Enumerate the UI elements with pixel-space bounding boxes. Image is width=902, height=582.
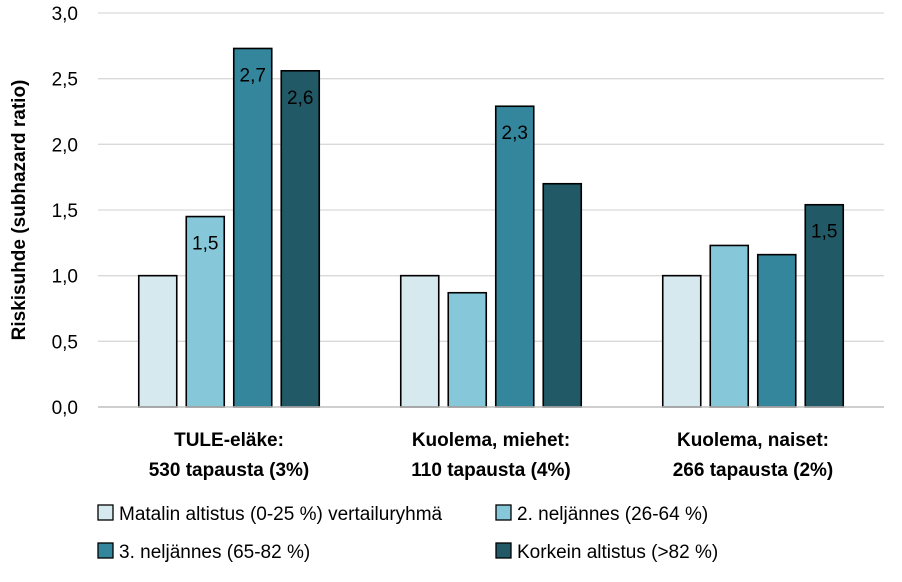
bar-4-1 xyxy=(280,69,321,408)
bar-1-3 xyxy=(661,274,702,408)
data-labels: 1,5 2,7 2,6 2,3 1,5 xyxy=(192,65,837,254)
legend-swatch xyxy=(97,504,114,521)
legend-label: 3. neljännes (65-82 %) xyxy=(119,542,310,563)
data-label: 2,7 xyxy=(240,65,266,86)
category-label-line1: TULE-eläke: xyxy=(174,430,284,451)
y-tick-label: 2,5 xyxy=(52,70,78,91)
y-tick-label: 1,5 xyxy=(52,201,78,222)
gridlines xyxy=(98,12,884,342)
legend-label: 2. neljännes (26-64 %) xyxy=(517,504,708,525)
bar-4-2 xyxy=(542,182,583,408)
data-label: 1,5 xyxy=(811,222,837,243)
legend-swatch xyxy=(97,542,114,559)
legend-label: Korkein altistus (>82 %) xyxy=(517,542,718,563)
bar-2-2 xyxy=(447,291,488,408)
category-label-line2: 530 tapausta (3%) xyxy=(149,460,310,481)
y-axis-label: Riskisuhde (subhazard ratio) xyxy=(9,80,30,341)
bars xyxy=(137,47,845,408)
data-label: 2,6 xyxy=(287,88,313,109)
legend: Matalin altistus (0-25 %) vertailuryhmä 2… xyxy=(97,504,718,563)
y-axis-ticks: 0,0 0,5 1,0 1,5 2,0 2,5 3,0 xyxy=(52,4,78,419)
data-label: 2,3 xyxy=(502,123,528,144)
y-tick-label: 3,0 xyxy=(52,4,78,25)
data-label: 1,5 xyxy=(192,234,218,255)
y-tick-label: 0,0 xyxy=(52,398,78,419)
category-label-line2: 110 tapausta (4%) xyxy=(411,460,570,481)
y-tick-label: 0,5 xyxy=(52,332,78,353)
y-tick-label: 1,0 xyxy=(52,267,78,288)
legend-swatch xyxy=(495,504,512,521)
bar-4-3 xyxy=(804,203,845,408)
bar-3-3 xyxy=(756,253,797,408)
bar-3-2 xyxy=(494,105,535,408)
bar-3-1 xyxy=(232,47,273,408)
bar-1-1 xyxy=(137,274,178,408)
legend-label: Matalin altistus (0-25 %) vertailuryhmä xyxy=(119,504,443,525)
legend-swatch xyxy=(495,542,512,559)
category-labels: TULE-eläke: 530 tapausta (3%) Kuolema, mie… xyxy=(149,430,834,481)
bar-1-2 xyxy=(399,274,440,408)
category-label-line1: Kuolema, miehet: xyxy=(412,430,570,451)
bar-2-3 xyxy=(709,244,750,408)
category-label-line1: Kuolema, naiset: xyxy=(677,430,829,451)
y-tick-label: 2,0 xyxy=(52,135,78,156)
category-label-line2: 266 tapausta (2%) xyxy=(673,460,834,481)
